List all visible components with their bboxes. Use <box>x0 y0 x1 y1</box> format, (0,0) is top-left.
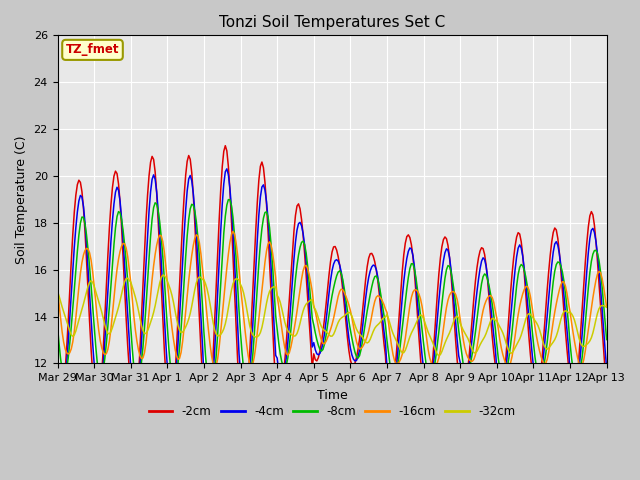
-32cm <box>54 288 61 294</box>
-4cm <box>69 266 77 272</box>
-2cm <box>221 143 229 149</box>
-4cm <box>369 262 377 268</box>
-16cm <box>369 305 377 311</box>
-8cm <box>400 312 408 318</box>
-2cm <box>369 253 377 259</box>
-8cm <box>225 197 232 203</box>
-16cm <box>388 343 396 349</box>
-2cm <box>603 384 611 390</box>
-4cm <box>205 411 212 417</box>
X-axis label: Time: Time <box>317 389 348 402</box>
-32cm <box>69 334 77 339</box>
-16cm <box>400 345 408 350</box>
-16cm <box>539 359 547 364</box>
-4cm <box>539 362 547 368</box>
-4cm <box>54 358 61 363</box>
-32cm <box>603 304 611 310</box>
-2cm <box>388 388 396 394</box>
-4cm <box>400 279 408 285</box>
Line: -16cm: -16cm <box>58 231 607 368</box>
-2cm <box>539 350 547 356</box>
-8cm <box>539 368 547 373</box>
-2cm <box>203 426 211 432</box>
-2cm <box>400 252 408 258</box>
-4cm <box>223 166 230 172</box>
-2cm <box>156 251 164 256</box>
Y-axis label: Soil Temperature (C): Soil Temperature (C) <box>15 135 28 264</box>
-8cm <box>388 371 396 376</box>
-32cm <box>159 272 166 278</box>
Legend: -2cm, -4cm, -8cm, -16cm, -32cm: -2cm, -4cm, -8cm, -16cm, -32cm <box>144 401 520 423</box>
-32cm <box>539 337 547 343</box>
-4cm <box>388 384 396 390</box>
-16cm <box>69 339 77 345</box>
-32cm <box>156 280 164 286</box>
Line: -8cm: -8cm <box>58 200 607 390</box>
-8cm <box>69 306 77 312</box>
Line: -4cm: -4cm <box>58 169 607 414</box>
-2cm <box>54 382 61 387</box>
-4cm <box>156 232 164 238</box>
Line: -2cm: -2cm <box>58 146 607 429</box>
Text: TZ_fmet: TZ_fmet <box>66 43 119 56</box>
-16cm <box>54 287 61 293</box>
-16cm <box>156 232 164 238</box>
-4cm <box>603 365 611 371</box>
-32cm <box>368 333 376 338</box>
-32cm <box>386 321 394 327</box>
-8cm <box>603 336 611 342</box>
-8cm <box>369 278 377 284</box>
-8cm <box>206 387 214 393</box>
-16cm <box>211 365 218 371</box>
Line: -32cm: -32cm <box>58 275 607 356</box>
Title: Tonzi Soil Temperatures Set C: Tonzi Soil Temperatures Set C <box>219 15 445 30</box>
-32cm <box>435 353 443 359</box>
-2cm <box>69 231 77 237</box>
-8cm <box>54 324 61 329</box>
-16cm <box>603 304 611 310</box>
-16cm <box>229 228 237 234</box>
-8cm <box>156 219 164 225</box>
-32cm <box>398 350 406 356</box>
